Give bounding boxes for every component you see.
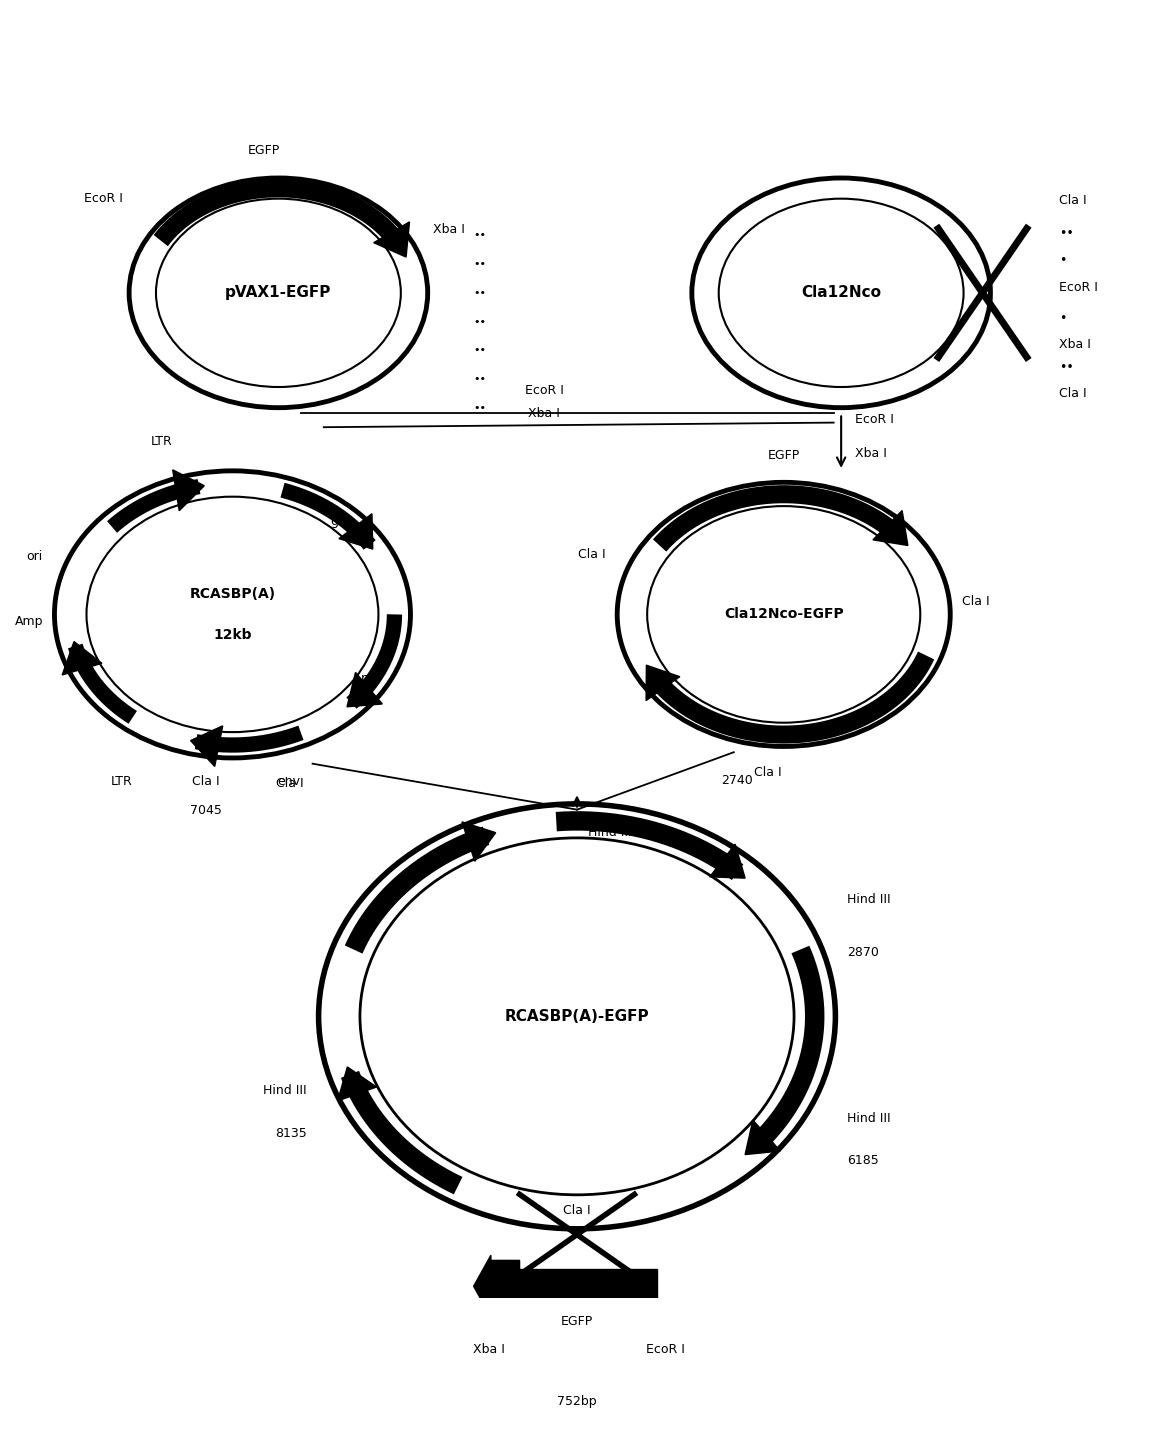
Text: pVAX1-EGFP: pVAX1-EGFP <box>225 285 331 301</box>
Text: Cla12Nco-EGFP: Cla12Nco-EGFP <box>724 608 844 621</box>
Text: Xba I: Xba I <box>473 1343 504 1356</box>
Text: LTR: LTR <box>111 776 133 789</box>
Polygon shape <box>173 470 204 511</box>
Text: env: env <box>277 776 300 789</box>
Text: •: • <box>1059 311 1066 324</box>
Text: •: • <box>1059 255 1066 268</box>
Text: LTR: LTR <box>150 436 172 449</box>
Text: pol: pol <box>361 673 380 686</box>
Text: 752bp: 752bp <box>557 1395 597 1408</box>
Text: EcoR I: EcoR I <box>855 412 894 425</box>
Text: ••: •• <box>473 317 487 327</box>
Text: Xba I: Xba I <box>855 447 886 460</box>
Text: EcoR I: EcoR I <box>1059 281 1099 294</box>
Text: ••: •• <box>473 402 487 412</box>
Text: Cla I: Cla I <box>961 595 989 608</box>
Text: RCASBP(A)-EGFP: RCASBP(A)-EGFP <box>504 1009 650 1024</box>
Text: ••: •• <box>473 259 487 269</box>
Text: Xba I: Xba I <box>1059 339 1092 352</box>
Text: RCASBP(A): RCASBP(A) <box>189 586 276 601</box>
Text: EGFP: EGFP <box>247 145 279 158</box>
Text: 2740: 2740 <box>721 774 754 787</box>
Polygon shape <box>462 822 496 861</box>
Text: Cla I: Cla I <box>1059 194 1087 207</box>
Text: Cla12Nco: Cla12Nco <box>801 285 882 301</box>
Text: Hind III: Hind III <box>847 1111 891 1124</box>
FancyArrow shape <box>473 1255 519 1317</box>
Text: Cla I: Cla I <box>276 777 304 790</box>
Text: EcoR I: EcoR I <box>84 192 123 205</box>
Polygon shape <box>872 511 908 546</box>
Text: 8135: 8135 <box>276 1127 307 1140</box>
Polygon shape <box>347 673 382 706</box>
Text: Hind III: Hind III <box>589 826 632 839</box>
Text: ••: •• <box>1059 360 1074 373</box>
Text: 6185: 6185 <box>847 1155 878 1168</box>
Text: Hind III: Hind III <box>847 893 891 906</box>
Polygon shape <box>339 514 373 548</box>
Text: ••: •• <box>473 230 487 240</box>
Text: EcoR I: EcoR I <box>525 383 563 396</box>
Polygon shape <box>338 1066 376 1101</box>
Text: EGFP: EGFP <box>561 1315 593 1328</box>
Text: 7045: 7045 <box>189 805 222 818</box>
Text: Cla I: Cla I <box>578 548 606 561</box>
Text: ••: •• <box>473 346 487 356</box>
Text: Amp: Amp <box>15 615 43 628</box>
Text: 12kb: 12kb <box>213 628 252 642</box>
Text: Cla I: Cla I <box>192 776 219 789</box>
Text: 2870: 2870 <box>847 946 878 959</box>
Polygon shape <box>646 666 680 700</box>
Text: ••: •• <box>473 288 487 298</box>
Bar <box>496 1269 658 1304</box>
Text: Xba I: Xba I <box>529 407 560 420</box>
Text: EcoR I: EcoR I <box>646 1343 684 1356</box>
Text: Cla I: Cla I <box>1059 388 1087 401</box>
Text: Cla I: Cla I <box>755 765 782 778</box>
Text: gag: gag <box>330 515 354 528</box>
Polygon shape <box>710 844 745 878</box>
Polygon shape <box>62 641 102 674</box>
Text: Hind III: Hind III <box>263 1084 307 1097</box>
Text: ori: ori <box>27 550 43 563</box>
Polygon shape <box>745 1120 780 1155</box>
Text: Xba I: Xba I <box>434 223 465 236</box>
Text: ••: •• <box>473 373 487 383</box>
Polygon shape <box>374 221 410 258</box>
Text: EGFP: EGFP <box>767 449 800 462</box>
Polygon shape <box>190 726 223 767</box>
Text: Cla I: Cla I <box>563 1204 591 1217</box>
Text: ••: •• <box>1059 227 1074 240</box>
